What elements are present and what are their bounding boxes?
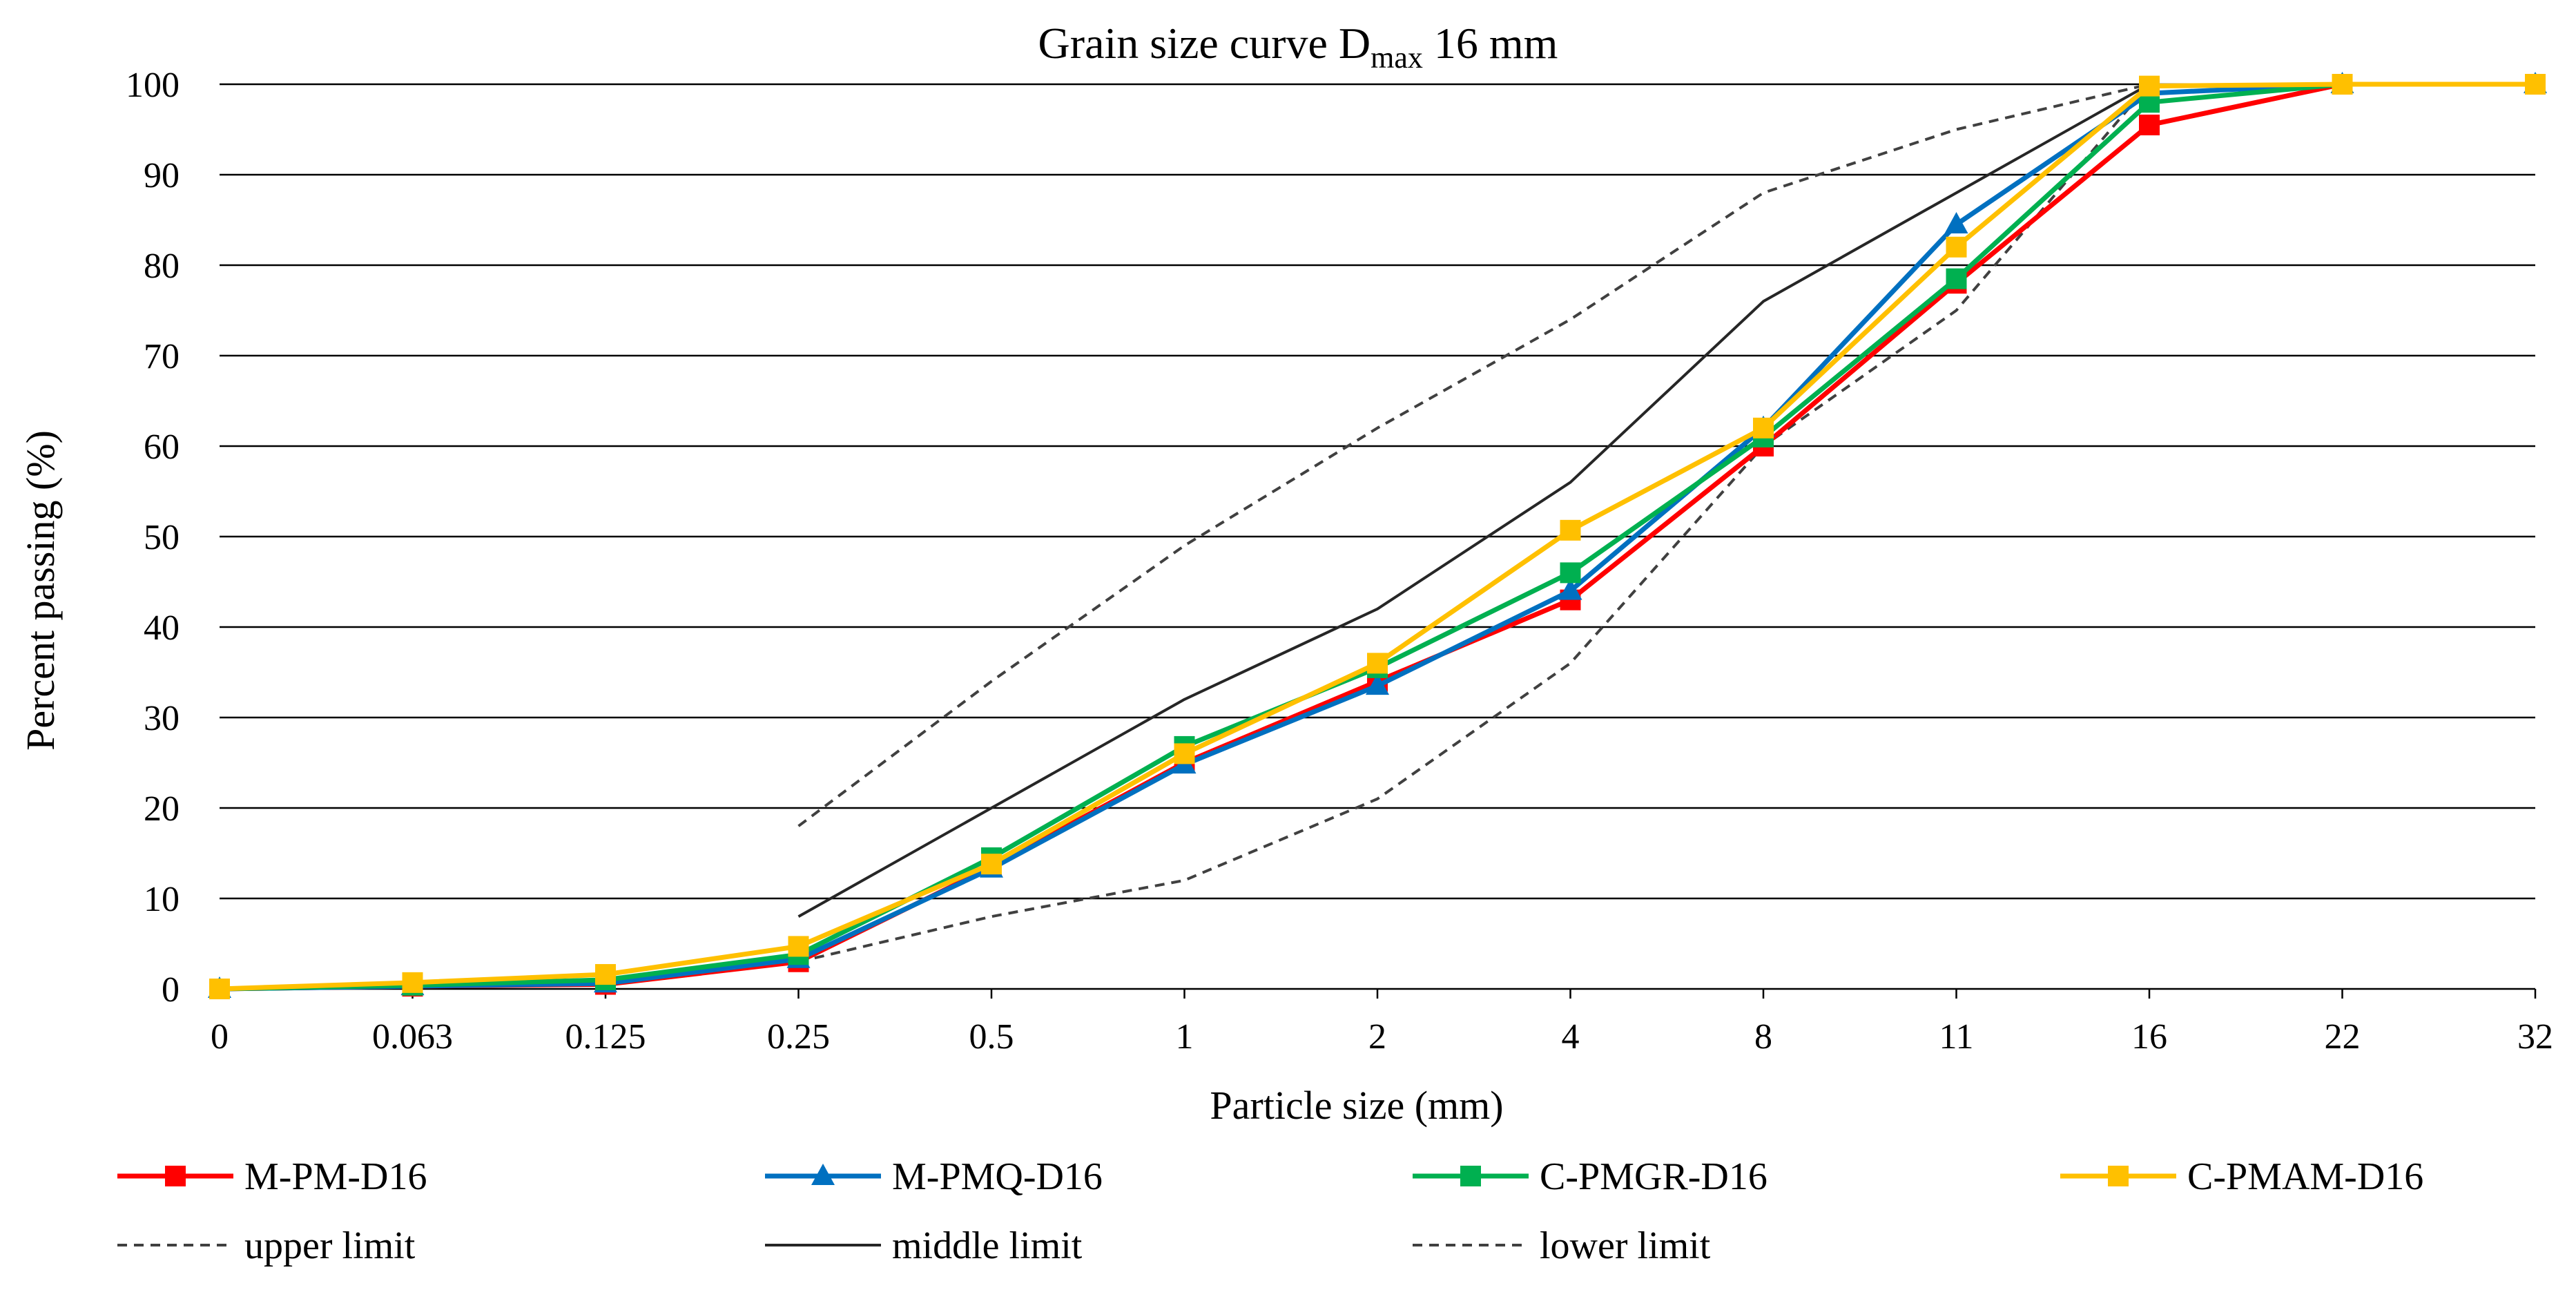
legend-item-m-pm-d16: M-PM-D16 [117,1155,427,1198]
m-pm-d16-point [2139,114,2160,135]
legend-marker-m-pm-d16 [165,1166,186,1186]
chart-title-main: Grain size curve D [1038,19,1371,68]
y-tick-label: 0 [162,970,180,1010]
legend-item-middle-limit: middle limit [765,1224,1083,1267]
c-pmam-d16-point [1560,519,1581,541]
x-tick-label: 22 [2325,1017,2361,1057]
x-tick-label: 2 [1368,1017,1386,1057]
legend-label-m-pmq-d16: M-PMQ-D16 [892,1155,1103,1198]
x-tick-label: 0.063 [372,1017,453,1057]
m-pmq-d16-point [1558,578,1582,600]
y-axis-ticks: 0 10 20 30 40 50 60 70 80 90 100 [126,66,180,1010]
legend-label-middle-limit: middle limit [892,1224,1083,1267]
legend-label-upper-limit: upper limit [244,1224,416,1267]
lower-limit-line [798,83,2151,963]
x-tick-label: 11 [1939,1017,1973,1057]
c-pmgr-d16-point [1946,268,1967,289]
y-tick-label: 50 [144,518,180,557]
legend-label-c-pmam-d16: C-PMAM-D16 [2187,1155,2423,1198]
chart-title: Grain size curve Dmax 16 mm [1038,19,1558,75]
c-pmam-d16-point [788,936,809,957]
legend: M-PM-D16 M-PMQ-D16 C-PMGR-D16 C-PMAM-D16 upp… [117,1155,2423,1267]
legend-label-m-pm-d16: M-PM-D16 [244,1155,427,1198]
legend-marker-c-pmam-d16 [2108,1166,2129,1186]
legend-item-c-pmgr-d16: C-PMGR-D16 [1413,1155,1768,1198]
series-upper-limit [797,83,2150,827]
x-tick-label: 0 [211,1017,229,1057]
chart-title-suffix: 16 mm [1423,19,1558,68]
middle-limit-line [797,83,2150,918]
m-pmq-d16-point [1366,673,1389,695]
legend-marker-m-pmq-d16 [811,1164,835,1185]
c-pmam-d16-point [2139,75,2160,97]
c-pmam-d16-point [1946,236,1967,258]
x-tick-label: 32 [2517,1017,2553,1057]
upper-limit-line [797,83,2150,827]
legend-item-lower-limit: lower limit [1413,1224,1711,1267]
y-tick-label: 60 [144,427,180,467]
y-tick-label: 20 [144,789,180,829]
y-tick-label: 40 [144,608,180,648]
x-axis-title: Particle size (mm) [1210,1083,1503,1128]
c-pmam-d16-point [1753,417,1774,439]
y-tick-label: 30 [144,699,180,738]
c-pmam-d16-point [402,972,423,993]
series-lower-limit [798,83,2151,963]
c-pmam-d16-point [209,979,230,999]
series-m-pmq-d16 [208,72,2547,998]
x-tick-label: 4 [1562,1017,1580,1057]
y-axis-title: Percent passing (%) [18,430,63,751]
x-axis-ticks: 0 0.063 0.125 0.25 0.5 1 2 4 8 11 16 22 32 [211,989,2553,1057]
series-middle-limit [797,83,2150,918]
series-lines [208,72,2547,999]
y-tick-label: 10 [144,880,180,919]
y-tick-label: 90 [144,156,180,195]
x-tick-label: 16 [2131,1017,2167,1057]
x-tick-label: 1 [1176,1017,1194,1057]
gridlines [220,83,2535,990]
legend-item-m-pmq-d16: M-PMQ-D16 [765,1155,1103,1198]
x-tick-label: 0.25 [767,1017,830,1057]
x-tick-label: 0.125 [565,1017,646,1057]
x-tick-label: 8 [1754,1017,1772,1057]
c-pmgr-d16-point [1560,562,1581,584]
legend-item-c-pmam-d16: C-PMAM-D16 [2060,1155,2423,1198]
legend-label-c-pmgr-d16: C-PMGR-D16 [1540,1155,1768,1198]
c-pmam-d16-point [1367,653,1388,674]
legend-item-upper-limit: upper limit [117,1224,416,1267]
y-tick-label: 70 [144,337,180,376]
m-pmq-d16-point [1944,212,1968,234]
chart-title-subscript: max [1371,41,1423,75]
x-tick-label: 0.5 [969,1017,1014,1057]
c-pmam-d16-point [2525,74,2546,95]
c-pmam-d16-point [1174,743,1195,764]
legend-marker-c-pmgr-d16 [1460,1166,1481,1186]
legend-label-lower-limit: lower limit [1540,1224,1711,1267]
y-tick-label: 100 [126,66,180,105]
c-pmam-d16-point [981,854,1002,875]
y-tick-label: 80 [144,247,180,286]
c-pmam-d16-point [2332,74,2353,95]
c-pmam-d16-point [595,964,616,985]
series-c-pmam-d16 [209,74,2546,999]
